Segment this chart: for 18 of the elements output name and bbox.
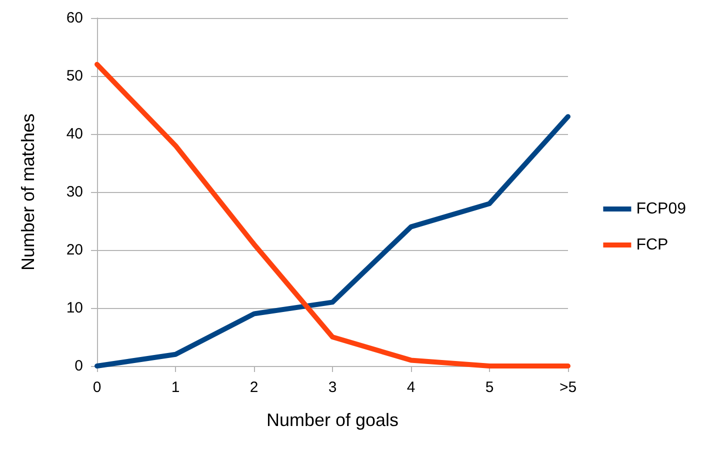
x-tick-label: 2 bbox=[250, 379, 258, 396]
y-tick-label: 0 bbox=[74, 358, 83, 374]
x-tick-label: 4 bbox=[406, 379, 416, 396]
x-tick-label: 5 bbox=[485, 379, 494, 396]
y-tick-label: 40 bbox=[66, 126, 83, 142]
x-tick-label: 0 bbox=[92, 379, 102, 396]
y-axis-title: Number of matches bbox=[18, 113, 38, 271]
x-tick-label: 1 bbox=[171, 379, 180, 396]
legend-label: FCP09 bbox=[636, 200, 686, 218]
y-tick-label: 30 bbox=[66, 184, 83, 200]
x-tick-label: 3 bbox=[328, 379, 337, 396]
x-tick-label: >5 bbox=[559, 379, 577, 396]
legend-label: FCP bbox=[636, 236, 668, 254]
x-axis-title: Number of goals bbox=[266, 410, 399, 430]
y-tick-label: 10 bbox=[66, 300, 83, 316]
y-tick-label: 20 bbox=[66, 242, 83, 258]
y-tick-label: 50 bbox=[66, 68, 83, 84]
y-tick-label: 60 bbox=[66, 10, 83, 26]
